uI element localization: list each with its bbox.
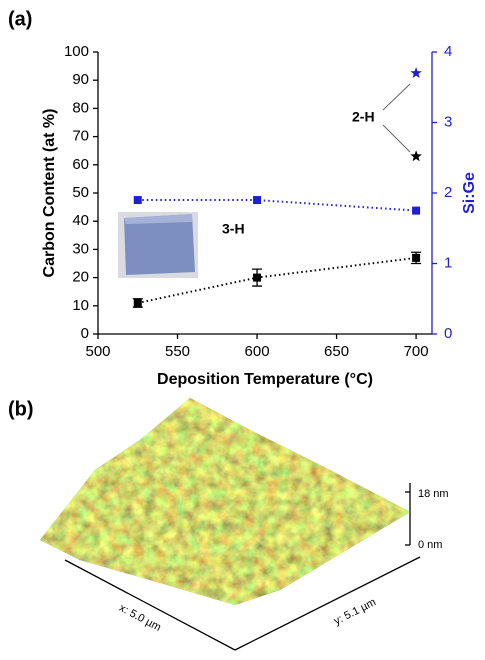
- star-marker: [410, 150, 422, 162]
- y2-tick-label: 1: [444, 254, 452, 271]
- y-tick-label: 20: [72, 269, 89, 286]
- x-axis-title: Deposition Temperature (°C): [157, 371, 373, 388]
- y-tick-label: 100: [64, 43, 89, 60]
- afm-x-label: x: 5.0 µm: [117, 602, 163, 634]
- square-marker: [133, 298, 142, 307]
- y2-axis-title: Si:Ge: [461, 172, 478, 214]
- y-tick-label: 90: [72, 71, 89, 88]
- y-tick-label: 80: [72, 99, 89, 116]
- afm-y-label: y: 5.1 µm: [332, 596, 378, 627]
- y-tick-label: 60: [72, 156, 89, 173]
- y-tick-label: 70: [72, 128, 89, 145]
- panel-label: (b): [8, 398, 34, 420]
- square-marker: [412, 206, 421, 215]
- y2-tick-label: 4: [444, 43, 452, 60]
- y-tick-label: 10: [72, 297, 89, 314]
- y-tick-label: 30: [72, 240, 89, 257]
- y2-tick-label: 2: [444, 184, 452, 201]
- y-tick-label: 0: [81, 325, 89, 342]
- y-tick-label: 50: [72, 184, 89, 201]
- y-tick-label: 40: [72, 212, 89, 229]
- x-tick-label: 600: [245, 343, 270, 360]
- x-tick-label: 550: [165, 343, 190, 360]
- z-tick-label: 0 nm: [418, 539, 442, 551]
- annotation-line: [382, 124, 411, 153]
- panel-label: (a): [8, 8, 32, 30]
- square-marker: [253, 196, 262, 205]
- series-line: [137, 199, 417, 212]
- annotation: 3-H: [222, 221, 245, 237]
- y2-tick-label: 3: [444, 113, 452, 130]
- inset-photo: [118, 212, 198, 278]
- y-axis-title: Carbon Content (at %): [41, 109, 58, 278]
- z-tick-label: 18 nm: [418, 488, 449, 500]
- square-marker: [253, 273, 262, 282]
- square-marker: [133, 196, 142, 205]
- star-marker: [410, 67, 422, 79]
- annotation: 2-H: [352, 109, 375, 125]
- x-tick-label: 700: [404, 343, 429, 360]
- y2-tick-label: 0: [444, 325, 452, 342]
- annotation-line: [382, 83, 411, 111]
- x-tick-label: 500: [85, 343, 110, 360]
- square-marker: [412, 253, 421, 262]
- x-tick-label: 650: [324, 343, 349, 360]
